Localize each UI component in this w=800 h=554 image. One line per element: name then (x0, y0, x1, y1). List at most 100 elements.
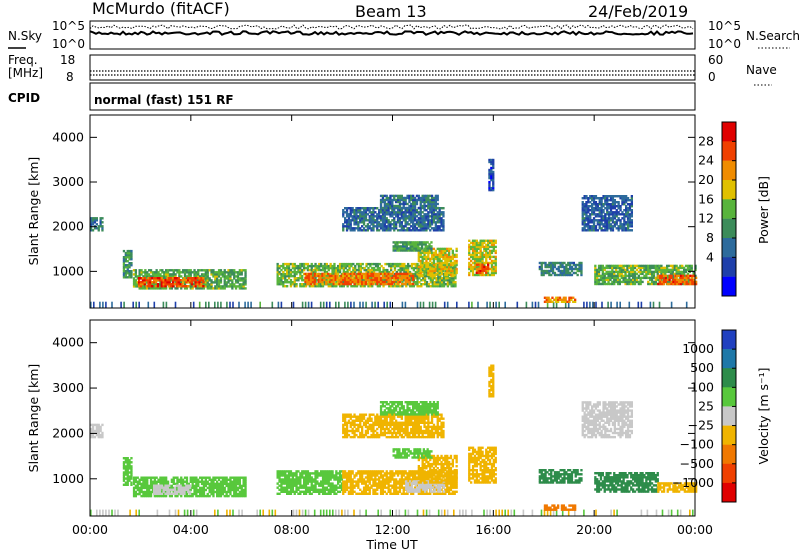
data-cell (549, 298, 552, 301)
data-cell (623, 209, 626, 212)
data-cell (189, 269, 192, 272)
data-cell (244, 275, 247, 278)
speckle-cell (174, 509, 177, 516)
data-cell (345, 272, 349, 276)
data-cell (397, 285, 400, 288)
data-cell (602, 229, 605, 232)
data-cell (637, 274, 640, 278)
data-cell (633, 274, 637, 278)
data-cell (130, 253, 133, 257)
data-cell (342, 276, 345, 280)
data-cell (393, 278, 396, 282)
data-cell (625, 229, 628, 232)
data-cell (441, 279, 444, 282)
data-cell (347, 225, 351, 228)
data-cell (364, 209, 368, 212)
data-cell (485, 243, 488, 247)
data-cell (146, 277, 149, 280)
data-cell (413, 202, 417, 206)
data-cell (413, 213, 417, 216)
data-cell (421, 221, 424, 224)
data-cell (440, 265, 443, 269)
data-cell (227, 273, 230, 276)
data-cell (625, 197, 628, 200)
data-cell (693, 278, 696, 282)
data-cell (623, 203, 626, 206)
data-cell (432, 229, 436, 232)
speckle-cell (238, 509, 240, 516)
data-cell (677, 266, 680, 270)
data-cell (654, 278, 657, 282)
data-cell (623, 199, 626, 202)
data-cell (611, 219, 615, 222)
data-cell (589, 227, 592, 230)
data-cell (333, 264, 336, 268)
data-cell (425, 263, 428, 267)
data-cell (301, 262, 304, 266)
data-cell (418, 277, 421, 280)
colorbar-swatch (722, 180, 736, 200)
data-cell (427, 204, 430, 208)
data-cell (419, 213, 422, 216)
data-cell (197, 480, 200, 483)
data-cell (430, 253, 434, 257)
data-cell (370, 221, 373, 224)
data-cell (583, 197, 586, 200)
data-cell (623, 219, 626, 222)
data-cell (291, 266, 294, 270)
data-cell (628, 282, 631, 286)
data-cell (124, 473, 127, 476)
speckle-cell (277, 301, 280, 308)
data-cell (214, 285, 217, 288)
data-cell (613, 199, 616, 202)
data-cell (561, 269, 564, 273)
data-cell (130, 475, 133, 478)
data-cell (376, 274, 379, 278)
data-cell (393, 204, 396, 208)
data-cell (149, 490, 153, 494)
data-cell (368, 274, 371, 278)
freq-panel-frame (89, 54, 696, 81)
data-cell (413, 206, 417, 210)
data-cell (415, 200, 419, 204)
speckle-cell (377, 509, 379, 516)
data-cell (427, 265, 430, 269)
data-cell (423, 265, 426, 269)
data-cell (583, 221, 586, 224)
data-cell (168, 269, 172, 272)
data-cell (429, 277, 432, 280)
data-cell (444, 259, 447, 263)
data-cell (221, 285, 224, 288)
data-cell (354, 285, 357, 288)
data-cell (101, 225, 104, 228)
data-cell (199, 490, 202, 494)
data-cell (413, 200, 417, 204)
data-cell (168, 287, 172, 290)
data-cell (126, 471, 129, 474)
data-cell (367, 268, 370, 272)
data-cell (439, 281, 442, 284)
data-cell (664, 276, 667, 280)
data-cell (163, 277, 166, 280)
data-cell (90, 217, 93, 220)
data-cell (188, 279, 192, 282)
data-cell (161, 494, 164, 498)
data-cell (434, 269, 437, 273)
data-cell (180, 281, 183, 284)
data-cell (210, 486, 213, 490)
data-cell (428, 245, 431, 248)
data-cell (438, 251, 441, 255)
data-cell (331, 285, 334, 288)
data-cell (402, 200, 405, 204)
data-cell (601, 276, 604, 280)
data-cell (622, 274, 625, 278)
data-cell (166, 281, 169, 284)
data-cell (165, 494, 168, 498)
data-cell (155, 271, 158, 274)
data-cell (297, 279, 300, 282)
data-cell (172, 273, 175, 276)
data-cell (592, 227, 596, 230)
data-cell (567, 267, 570, 271)
data-cell (403, 243, 407, 246)
data-cell (419, 204, 422, 208)
